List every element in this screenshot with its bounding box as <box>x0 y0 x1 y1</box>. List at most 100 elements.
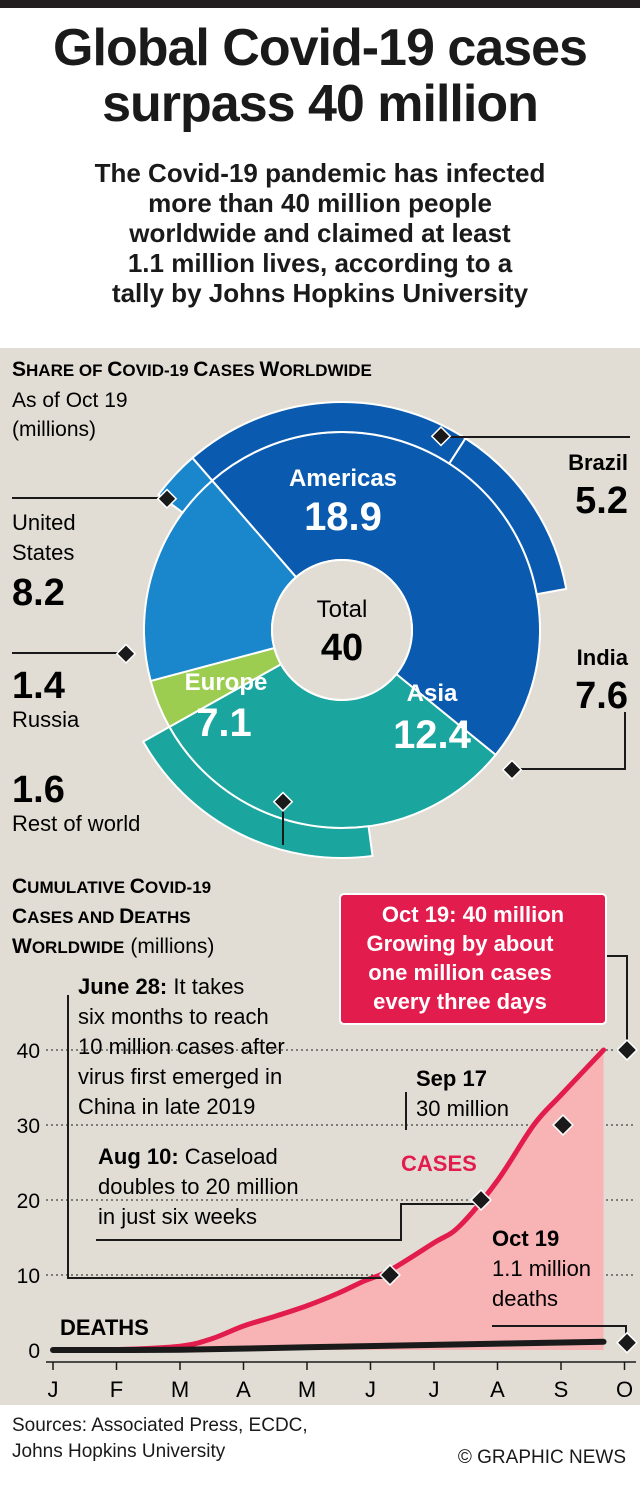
subtitle-line: The Covid-19 pandemic has infected <box>94 158 546 188</box>
cases-marker <box>552 1114 574 1136</box>
annotation-aug-line: in just six weeks <box>98 1204 257 1229</box>
subtitle-line: tally by Johns Hopkins University <box>111 278 529 308</box>
x-tick-label: O <box>616 1377 633 1402</box>
x-tick-label: J <box>429 1377 440 1402</box>
cases-line <box>50 1047 607 1353</box>
line-chart: 0 10 20 30 40 J F M A M J J A S O <box>17 1040 636 1402</box>
cases-marker <box>379 1264 401 1286</box>
callout-oct-cases-line: every three days <box>373 989 547 1014</box>
callout-oct-cases-line: Oct 19: 40 million <box>382 902 564 927</box>
line-title-line: WORLDWIDE (millions) <box>12 935 214 958</box>
line-title-line: CUMULATIVE COVID-19 <box>12 875 211 898</box>
callout-india-label: India <box>577 645 629 670</box>
label-asia-value: 12.4 <box>393 713 472 757</box>
annotation-oct-deaths-line: 1.1 million <box>492 1256 591 1281</box>
callout-us-label: United <box>12 510 76 535</box>
outer-slice-brazil <box>447 436 568 596</box>
callout-oct-cases-line: Growing by about <box>367 931 555 956</box>
marker-us <box>156 488 178 509</box>
callout-oct-cases-box <box>339 893 607 1025</box>
annotation-aug-line: Aug 10: Caseload <box>98 1144 278 1169</box>
top-rule <box>0 0 640 8</box>
callout-russia-label: Russia <box>12 707 80 732</box>
sources: Sources: Associated Press, ECDC, Johns H… <box>12 1413 308 1465</box>
label-europe-name: Europe <box>185 669 268 696</box>
annotation-oct-deaths-line: deaths <box>492 1286 558 1311</box>
callout-brazil-value: 5.2 <box>575 480 628 522</box>
donut-subtitle-line: As of Oct 19 <box>12 389 128 412</box>
annotation-oct-deaths-title: Oct 19 <box>492 1226 559 1251</box>
callout-rest-label: Rest of world <box>12 811 140 836</box>
x-tick-label: M <box>171 1377 189 1402</box>
y-axis: 0 10 20 30 40 <box>17 1040 40 1363</box>
outer-slice-india <box>141 725 374 859</box>
annotation-june-line: six months to reach <box>78 1004 269 1029</box>
y-tick-label: 20 <box>17 1190 40 1213</box>
deaths-line <box>50 1338 607 1354</box>
subtitle-line: more than 40 million people <box>148 188 492 218</box>
series-label-cases: CASES <box>401 1151 477 1176</box>
cases-marker <box>470 1189 492 1211</box>
x-tick-label: S <box>554 1377 569 1402</box>
page-subtitle: The Covid-19 pandemic has infected more … <box>0 158 640 308</box>
donut-chart <box>141 401 568 859</box>
sources-line: Johns Hopkins University <box>12 1441 226 1462</box>
x-tick-label: A <box>236 1377 251 1402</box>
cases-area <box>53 1050 604 1351</box>
cases-marker <box>616 1331 638 1354</box>
y-tick-label: 10 <box>17 1265 40 1288</box>
annotation-june-line: June 28: It takes <box>78 974 244 999</box>
callout-rest-value: 1.6 <box>12 769 65 811</box>
donut-center-label: Total <box>317 596 368 623</box>
donut-subtitle-line: (millions) <box>12 418 96 441</box>
annotation-june-line: 10 million cases after <box>78 1034 285 1059</box>
annotation-aug-line: doubles to 20 million <box>98 1174 299 1199</box>
marker-brazil <box>430 426 452 447</box>
series-label-deaths: DEATHS <box>60 1315 149 1340</box>
annotation-sep-text: 30 million <box>416 1096 509 1121</box>
annotation-june-line: China in late 2019 <box>78 1094 255 1119</box>
x-tick-label: A <box>490 1377 505 1402</box>
subtitle-line: worldwide and claimed at least <box>129 218 511 248</box>
title-line: surpass 40 million <box>102 75 539 133</box>
x-tick-label: F <box>110 1377 123 1402</box>
label-americas-name: Americas <box>289 465 397 492</box>
leader-oct-cases <box>604 955 628 1052</box>
cases-marker <box>616 1039 638 1061</box>
label-europe-value: 7.1 <box>196 701 252 745</box>
donut-title: SHARE OF COVID-19 CASES WORLDWIDE <box>12 358 372 381</box>
marker-russia <box>115 643 137 664</box>
x-tick-label: M <box>298 1377 316 1402</box>
y-tick-label: 30 <box>17 1115 40 1138</box>
title-line: Global Covid-19 cases <box>53 19 588 77</box>
line-title-line: CASES AND DEATHS <box>12 905 191 928</box>
label-asia-name: Asia <box>407 680 458 707</box>
callout-us-value: 8.2 <box>12 572 65 614</box>
callout-us-label: States <box>12 540 74 565</box>
annotation-sep-title: Sep 17 <box>416 1066 487 1091</box>
callout-brazil-label: Brazil <box>568 450 628 475</box>
y-tick-label: 0 <box>28 1340 40 1363</box>
marker-india <box>501 759 523 780</box>
sources-line: Sources: Associated Press, ECDC, <box>12 1415 308 1436</box>
leader-aug <box>96 1203 481 1241</box>
donut-hole <box>271 559 413 701</box>
annotation-june-line: virus first emerged in <box>78 1064 282 1089</box>
callout-india-value: 7.6 <box>575 675 628 717</box>
page-title: Global Covid-19 cases surpass 40 million <box>0 20 640 132</box>
subtitle-line: 1.1 million lives, according to a <box>127 248 513 278</box>
callout-oct-cases-line: one million cases <box>368 960 551 985</box>
marker-rest <box>272 791 294 812</box>
y-tick-label: 40 <box>17 1040 40 1063</box>
leader-june <box>67 995 390 1279</box>
callout-russia-value: 1.4 <box>12 665 65 707</box>
donut-center-value: 40 <box>321 627 363 669</box>
credit: © GRAPHIC NEWS <box>457 1447 626 1468</box>
x-tick-label: J <box>365 1377 376 1402</box>
label-americas-value: 18.9 <box>304 495 382 539</box>
cases-markers <box>379 1039 638 1354</box>
x-tick-label: J <box>48 1377 59 1402</box>
leader-india <box>512 712 626 770</box>
